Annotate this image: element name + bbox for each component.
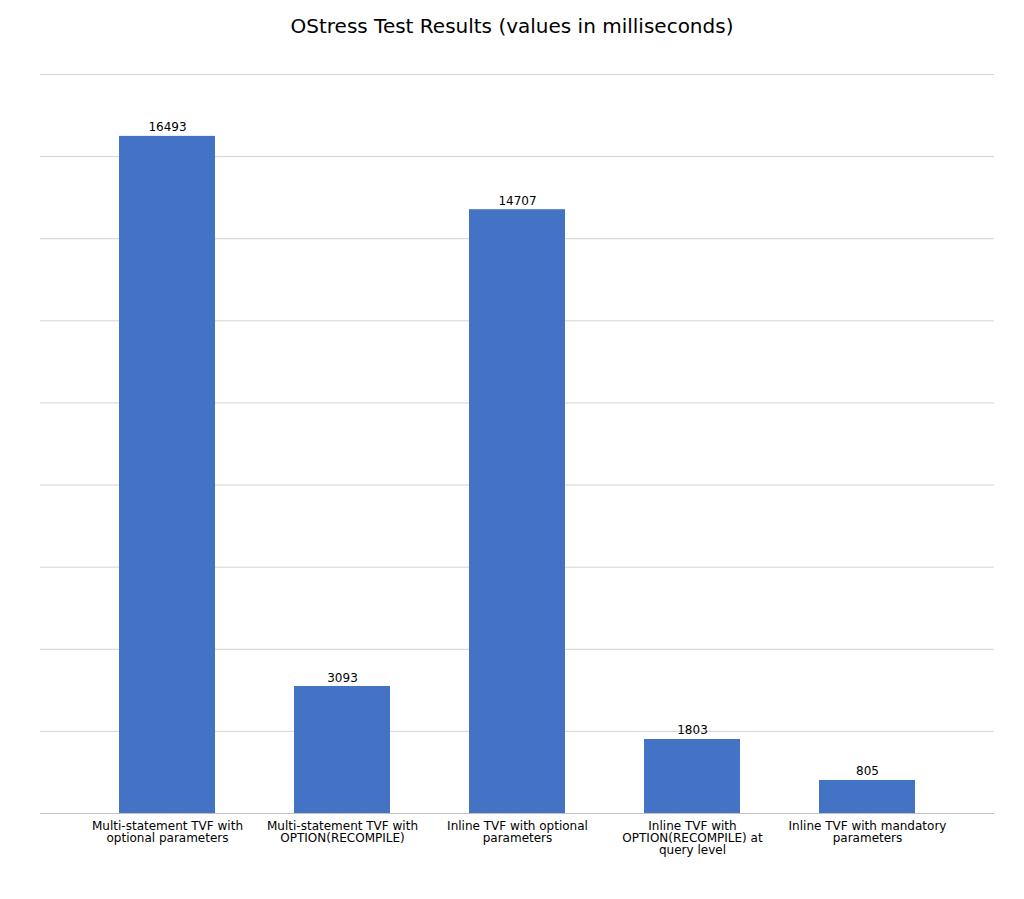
svg-text:1803: 1803	[677, 723, 708, 737]
svg-text:Inline TVF with optionalparame: Inline TVF with optionalparameters	[447, 819, 588, 845]
svg-text:Multi-statement TVF withoption: Multi-statement TVF withoptional paramet…	[92, 819, 243, 845]
svg-text:Inline TVF with mandatoryparam: Inline TVF with mandatoryparameters	[789, 819, 947, 845]
svg-text:805: 805	[856, 764, 879, 778]
svg-text:Inline TVF withOPTION(RECOMPIL: Inline TVF withOPTION(RECOMPILE) atquery…	[622, 819, 763, 857]
svg-text:16493: 16493	[148, 120, 186, 134]
svg-text:14707: 14707	[498, 194, 536, 208]
svg-text:Multi-statement TVF withOPTION: Multi-statement TVF withOPTION(RECOMPILE…	[267, 819, 418, 845]
svg-text:3093: 3093	[327, 671, 358, 685]
html-text:OStress Test Results (values i: OStress Test Results (values in millisec…	[290, 14, 734, 38]
